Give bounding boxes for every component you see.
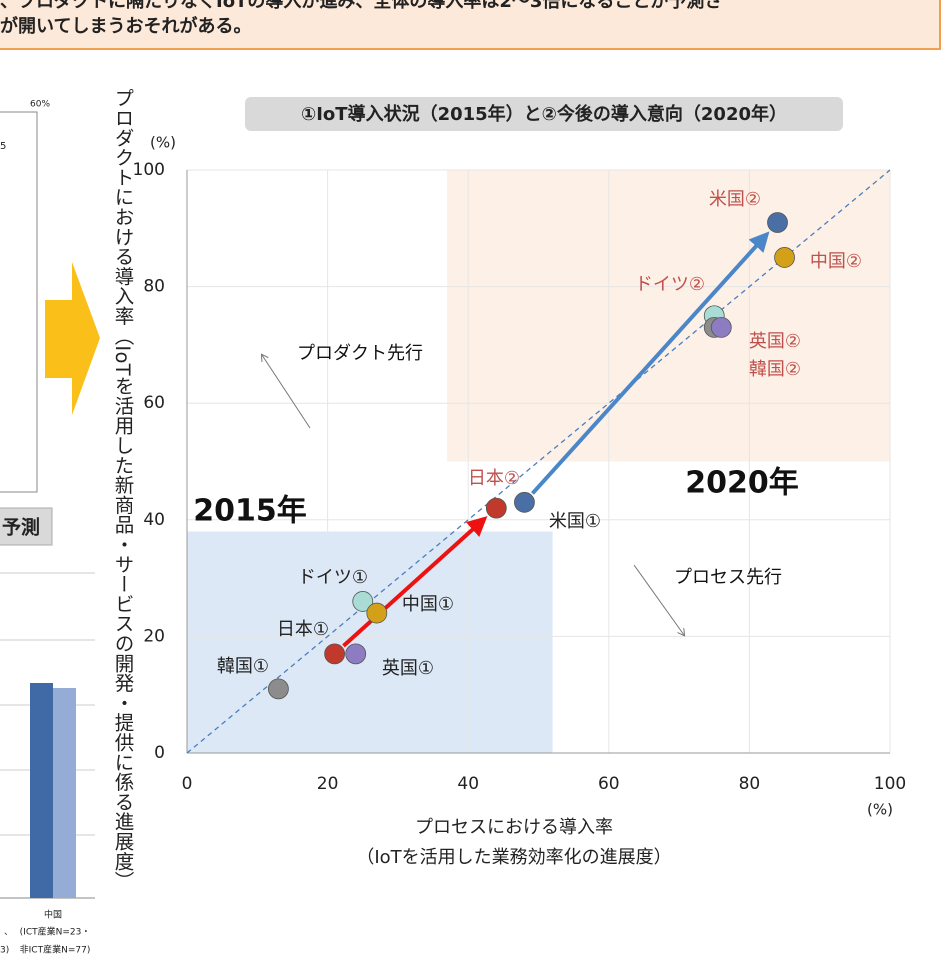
point <box>514 491 535 513</box>
trend-arrow <box>342 516 488 648</box>
region <box>447 170 890 462</box>
banner-box <box>0 0 941 50</box>
point-label: 米国② <box>709 189 761 210</box>
point <box>710 317 732 338</box>
y-tick-label: 40 <box>143 510 165 530</box>
direction-arrow <box>262 355 311 429</box>
x-unit: (%) <box>867 801 893 819</box>
x-tick-label: 100 <box>874 774 906 794</box>
point-label: 日本② <box>468 468 520 489</box>
fragment-bar <box>53 688 76 898</box>
banner-line: 、プロダクトに隔たりなくIoTの導入が進み、全体の導入率は2～3倍になることが予… <box>0 0 722 12</box>
annotation: プロセス先行 <box>674 567 782 588</box>
point-label: 中国② <box>810 251 862 272</box>
fragment-bar <box>30 683 53 898</box>
x-axis-label: （IoTを活用した業務効率化の進展度） <box>356 847 671 868</box>
annotation: 2020年 <box>685 466 799 501</box>
direction-arrow <box>633 564 684 635</box>
x-tick-label: 40 <box>457 774 479 794</box>
title-box <box>245 97 843 131</box>
x-tick-label: 0 <box>182 774 193 794</box>
fragment-label: (ICT産業N=23・ <box>20 926 91 938</box>
y-tick-label: 100 <box>133 160 165 180</box>
y-tick-label: 0 <box>154 743 165 763</box>
annotation: プロダクト先行 <box>297 343 423 364</box>
y-axis-label: プロダクトにおける導入率（IoTを活用した新商品・サービスの開発・提供に係る進展… <box>111 88 134 891</box>
point-label: ドイツ② <box>635 274 705 295</box>
banner-line: が開いてしまうおそれがある。 <box>0 15 251 37</box>
big-arrow <box>45 262 100 415</box>
point <box>485 497 507 519</box>
fragment-label: 3) <box>0 946 9 956</box>
fragment-label: 5 <box>0 141 6 152</box>
point <box>767 212 788 233</box>
point <box>352 591 374 612</box>
y-tick-label: 20 <box>143 626 165 646</box>
x-axis-label: プロセスにおける導入率 <box>415 817 613 838</box>
x-tick-label: 20 <box>317 774 339 794</box>
point-label: 英国① <box>382 658 434 679</box>
point-label: 中国① <box>402 594 454 615</box>
point <box>366 602 388 624</box>
point-label: 日本① <box>277 619 329 640</box>
fragment-box <box>0 507 53 546</box>
fragment-label: 60% <box>30 100 50 110</box>
annotation: 2015年 <box>193 494 307 529</box>
point <box>774 247 795 268</box>
point <box>345 643 367 665</box>
fragment-box <box>0 111 38 493</box>
x-tick-label: 60 <box>598 774 620 794</box>
point-label: 米国① <box>549 511 601 532</box>
point <box>267 678 289 700</box>
point <box>324 643 346 665</box>
point-label: ドイツ① <box>298 567 368 588</box>
fragment-label: 、 <box>4 928 13 938</box>
fragment-label: 中国 <box>44 909 62 921</box>
fragment-label: 予測 <box>2 516 40 539</box>
region <box>187 531 553 753</box>
fragment-label: 非ICT産業N=77) <box>20 944 91 956</box>
y-tick-label: 80 <box>143 277 165 297</box>
chart-title: ①IoT導入状況（2015年）と②今後の導入意向（2020年） <box>301 103 787 125</box>
y-tick-label: 60 <box>143 393 165 413</box>
point-label: 韓国① <box>217 656 269 677</box>
trend-arrow <box>531 231 770 495</box>
point-label: 英国② <box>749 331 801 352</box>
y-unit: (%) <box>150 134 176 152</box>
point-label: 韓国② <box>749 359 801 380</box>
x-tick-label: 80 <box>739 774 761 794</box>
